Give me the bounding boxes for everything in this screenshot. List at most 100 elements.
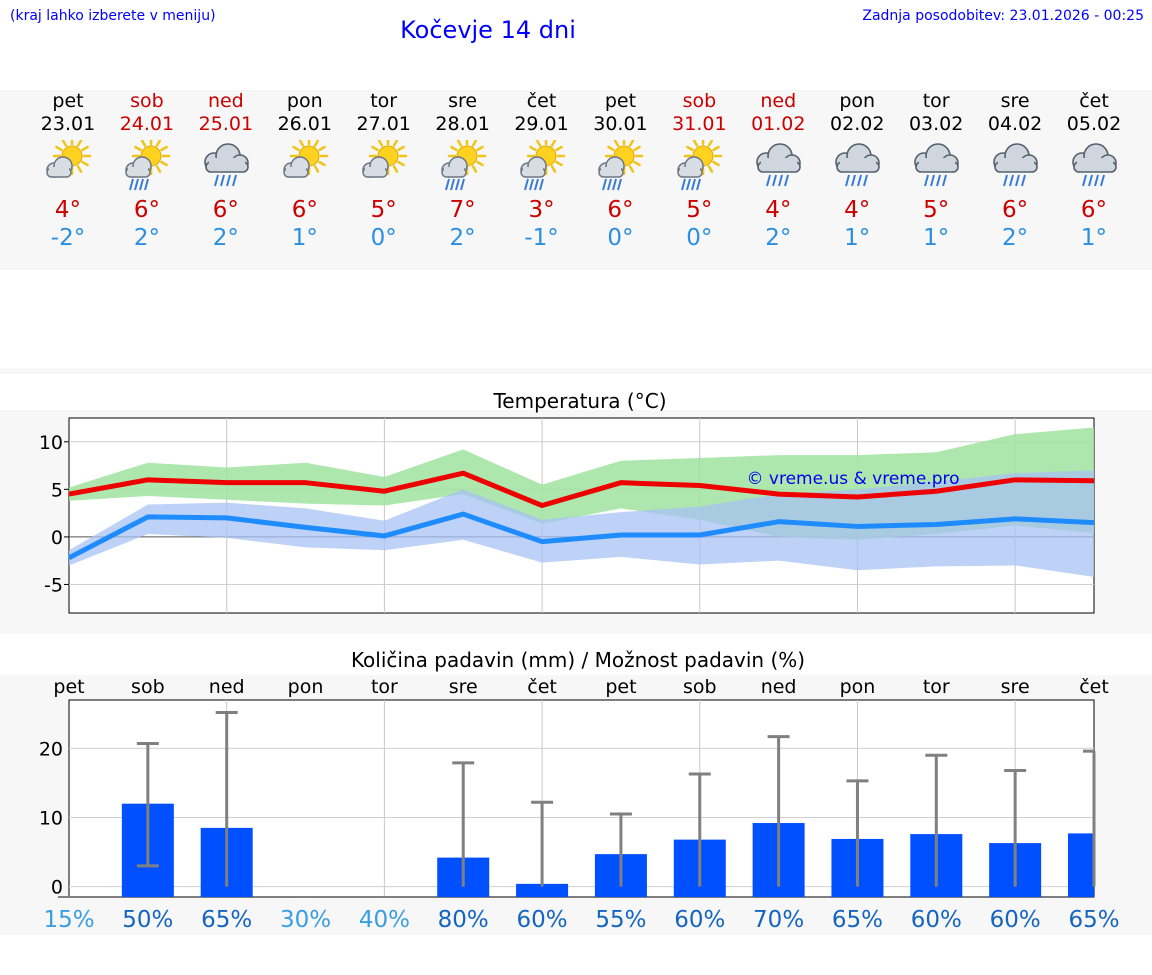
day-date: 01.02 [751, 113, 806, 135]
day-name: pet [52, 90, 84, 112]
min-temp: 2° [212, 225, 239, 251]
sun-cloud-rain-icon [424, 140, 502, 192]
day-date: 05.02 [1066, 113, 1122, 135]
max-temp: 5° [686, 197, 713, 223]
category-label: tor [923, 676, 950, 698]
chance-label: 15% [43, 907, 94, 933]
chance-label: 30% [280, 907, 331, 933]
category-label: sre [449, 676, 478, 698]
location-note: (kraj lahko izberete v meniju) [10, 8, 216, 24]
max-temp: 3° [528, 197, 555, 223]
day-date: 23.01 [40, 113, 96, 135]
precip-bar [1068, 833, 1094, 897]
day-date: 29.01 [514, 113, 569, 135]
chart-title: Temperatura (°C) [492, 389, 666, 413]
min-temp: 2° [449, 225, 476, 251]
category-label: pon [840, 676, 876, 698]
min-temp: -1° [524, 225, 559, 251]
day-name: sre [1000, 90, 1030, 112]
sun-cloud-icon [345, 140, 423, 192]
category-label: tor [371, 676, 398, 698]
max-temp: 6° [212, 197, 239, 223]
cloud-rain-icon [739, 140, 817, 192]
min-temp: 1° [923, 225, 950, 251]
forecast-day: tor 27.01 5° 0° [345, 90, 423, 252]
min-temp: 1° [291, 225, 318, 251]
category-label: čet [1079, 676, 1109, 698]
category-label: sob [131, 676, 165, 698]
sun-cloud-icon [29, 140, 107, 192]
min-temp-line [67, 511, 1095, 561]
sun-cloud-rain-icon [108, 140, 186, 192]
max-temp: 6° [291, 197, 318, 223]
chance-label: 55% [595, 907, 646, 933]
max-temp: 5° [923, 197, 950, 223]
forecast-day: sob 24.01 6° 2° [108, 90, 186, 252]
day-date: 26.01 [277, 113, 332, 135]
cloud-rain-icon [187, 140, 265, 192]
max-temp: 7° [449, 197, 476, 223]
y-tick-label: 5 [51, 479, 63, 501]
chance-label: 65% [832, 907, 883, 933]
forecast-day: čet 05.02 6° 1° [1055, 90, 1133, 252]
max-temp-line [68, 470, 1095, 509]
day-name: pon [839, 90, 876, 112]
precipitation-chart: Količina padavin (mm) / Možnost padavin … [39, 648, 1120, 933]
y-tick-label: 20 [39, 738, 63, 760]
forecast-day: tor 03.02 5° 1° [897, 90, 975, 252]
max-temp: 6° [133, 197, 160, 223]
min-temp: 0° [607, 225, 634, 251]
max-temp: 6° [607, 197, 634, 223]
category-label: sob [683, 676, 717, 698]
category-label: čet [527, 676, 557, 698]
max-temp: 5° [370, 197, 397, 223]
forecast-day: sre 28.01 7° 2° [424, 90, 502, 252]
day-name: pet [604, 90, 637, 112]
cloud-rain-icon [818, 140, 896, 192]
day-name: sre [448, 90, 478, 112]
y-tick-label: 0 [51, 877, 63, 899]
chance-label: 60% [911, 907, 962, 933]
day-date: 03.02 [908, 113, 964, 135]
chance-label: 60% [990, 907, 1041, 933]
day-date: 27.01 [356, 113, 411, 135]
last-update: Zadnja posodobitev: 23.01.2026 - 00:25 [862, 8, 1144, 24]
forecast-day: sob 31.01 5° 0° [660, 90, 738, 252]
cloud-rain-icon [976, 140, 1054, 192]
category-label: sre [1001, 676, 1030, 698]
min-temp: 1° [844, 225, 871, 251]
day-name: ned [207, 90, 244, 112]
day-name: sob [130, 90, 164, 112]
day-name: sob [682, 90, 717, 112]
min-temp: 2° [1001, 225, 1029, 251]
temperature-band [0, 368, 1152, 374]
sun-cloud-rain-icon [581, 140, 659, 192]
watermark: © vreme.us & vreme.pro [746, 469, 959, 489]
chance-label: 60% [517, 907, 568, 933]
forecast-day: ned 25.01 6° 2° [187, 90, 265, 252]
forecast-day: sre 04.02 6° 2° [976, 90, 1054, 252]
forecast-day: pon 26.01 6° 1° [266, 90, 344, 252]
category-label: ned [209, 676, 245, 698]
chance-label: 40% [359, 907, 410, 933]
chart-title: Količina padavin (mm) / Možnost padavin … [351, 648, 805, 672]
min-temp: 2° [133, 225, 160, 251]
forecast-day: ned 01.02 4° 2° [739, 90, 817, 252]
chance-label: 70% [753, 907, 804, 933]
y-tick-label: 10 [39, 808, 63, 830]
day-date: 02.02 [830, 113, 885, 135]
chance-label: 60% [674, 907, 725, 933]
min-temp: 0° [686, 225, 713, 251]
day-date: 25.01 [198, 113, 254, 135]
day-date: 30.01 [593, 113, 648, 135]
forecast-day: pon 02.02 4° 1° [818, 90, 896, 252]
max-temp: 6° [1080, 197, 1108, 223]
temperature-chart: Temperatura (°C) 10 5 0 -5 © vreme.us & vreme… [39, 389, 1095, 614]
day-name: tor [370, 90, 398, 112]
chance-label: 65% [201, 907, 252, 933]
day-name: čet [526, 90, 557, 112]
category-label: pet [53, 676, 84, 698]
day-name: ned [760, 90, 797, 112]
cloud-rain-icon [1055, 140, 1133, 192]
sun-cloud-rain-icon [503, 140, 581, 192]
